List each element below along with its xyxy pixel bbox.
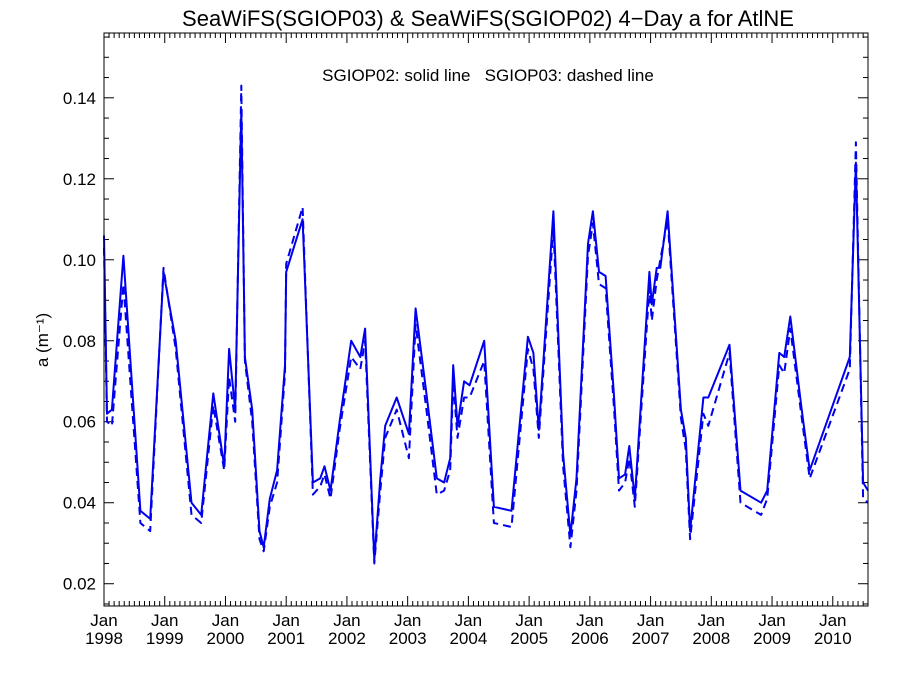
x-tick-label-month: Jan — [758, 611, 785, 630]
x-tick-label-year: 2003 — [389, 629, 427, 648]
y-tick-label: 0.04 — [63, 494, 96, 513]
x-tick-label-month: Jan — [394, 611, 421, 630]
x-tick-label-month: Jan — [819, 611, 846, 630]
x-tick-label-month: Jan — [212, 611, 239, 630]
x-tick-label-year: 2002 — [328, 629, 366, 648]
x-tick-label-month: Jan — [455, 611, 482, 630]
x-tick-label-month: Jan — [637, 611, 664, 630]
x-tick-label-year: 2005 — [510, 629, 548, 648]
series-layer — [103, 84, 869, 565]
x-tick-label-month: Jan — [151, 611, 178, 630]
y-tick-label: 0.02 — [63, 575, 96, 594]
x-tick-label-month: Jan — [333, 611, 360, 630]
y-tick-label: 0.14 — [63, 89, 96, 108]
chart-title: SeaWiFS(SGIOP03) & SeaWiFS(SGIOP02) 4−Da… — [182, 6, 794, 31]
x-tick-label-month: Jan — [272, 611, 299, 630]
y-tick-label: 0.08 — [63, 332, 96, 351]
x-tick-label-month: Jan — [698, 611, 725, 630]
y-tick-label: 0.10 — [63, 251, 96, 270]
x-tick-label-month: Jan — [515, 611, 542, 630]
legend-annotation: SGIOP02: solid line SGIOP03: dashed line — [322, 66, 654, 85]
x-tick-label-year: 2010 — [814, 629, 852, 648]
x-tick-label-year: 1998 — [85, 629, 123, 648]
series-line-sgiop02 — [103, 108, 869, 561]
x-tick-label-year: 2004 — [449, 629, 487, 648]
y-tick-label: 0.06 — [63, 413, 96, 432]
x-tick-label-year: 2008 — [692, 629, 730, 648]
x-tick-label-year: 1999 — [146, 629, 184, 648]
x-tick-label-month: Jan — [90, 611, 117, 630]
x-tick-label-year: 2001 — [267, 629, 305, 648]
x-tick-label-year: 2000 — [207, 629, 245, 648]
x-tick-label-year: 2007 — [632, 629, 670, 648]
axis-ticks: 0.020.040.060.080.100.120.14Jan1998Jan19… — [63, 33, 868, 648]
y-axis-label: a (m⁻¹) — [33, 313, 52, 367]
x-tick-label-year: 2006 — [571, 629, 609, 648]
y-tick-label: 0.12 — [63, 170, 96, 189]
series-line-sgiop03 — [103, 84, 869, 565]
plot-frame — [103, 32, 869, 607]
x-tick-label-year: 2009 — [753, 629, 791, 648]
x-tick-label-month: Jan — [576, 611, 603, 630]
